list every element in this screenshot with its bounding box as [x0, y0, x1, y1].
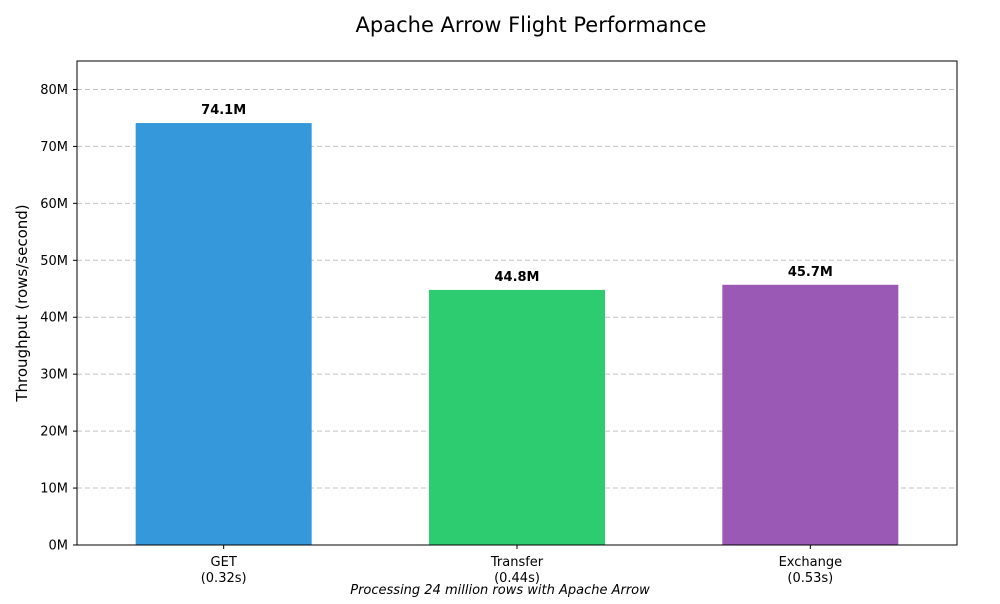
bar-value-label: 74.1M [201, 103, 246, 118]
y-tick-label: 60M [40, 197, 68, 212]
y-tick-label: 40M [40, 311, 68, 326]
x-axis-ticks: GET(0.32s) Transfer(0.44s) Exchange(0.53s) [201, 545, 842, 586]
y-tick-label: 50M [40, 254, 68, 269]
bar-value-label: 44.8M [494, 270, 539, 285]
bars [135, 123, 899, 545]
y-tick-label: 20M [40, 425, 68, 440]
y-tick-label: 30M [40, 368, 68, 383]
y-axis-ticks: 0M 10M 20M 30M 40M 50M 60M 70M 80M [40, 83, 77, 554]
chart-caption: Processing 24 million rows with Apache A… [350, 583, 650, 598]
x-tick-sublabel: (0.53s) [787, 571, 833, 586]
bar-value-labels: 74.1M 44.8M 45.7M [201, 103, 833, 285]
y-tick-label: 10M [40, 482, 68, 497]
bar-get [135, 123, 312, 545]
x-tick-label: Transfer [490, 555, 544, 570]
y-tick-label: 80M [40, 83, 68, 98]
y-axis-label: Throughput (rows/second) [13, 204, 31, 402]
x-tick-sublabel: (0.44s) [494, 571, 540, 586]
y-tick-label: 70M [40, 140, 68, 155]
x-tick-sublabel: (0.32s) [201, 571, 247, 586]
x-tick-label: GET [211, 555, 237, 570]
bar-value-label: 45.7M [788, 265, 833, 280]
chart-title: Apache Arrow Flight Performance [356, 13, 707, 37]
x-tick-label: Exchange [779, 555, 843, 570]
bar-transfer [429, 289, 605, 545]
bar-exchange [722, 284, 899, 545]
y-tick-label: 0M [49, 539, 69, 554]
